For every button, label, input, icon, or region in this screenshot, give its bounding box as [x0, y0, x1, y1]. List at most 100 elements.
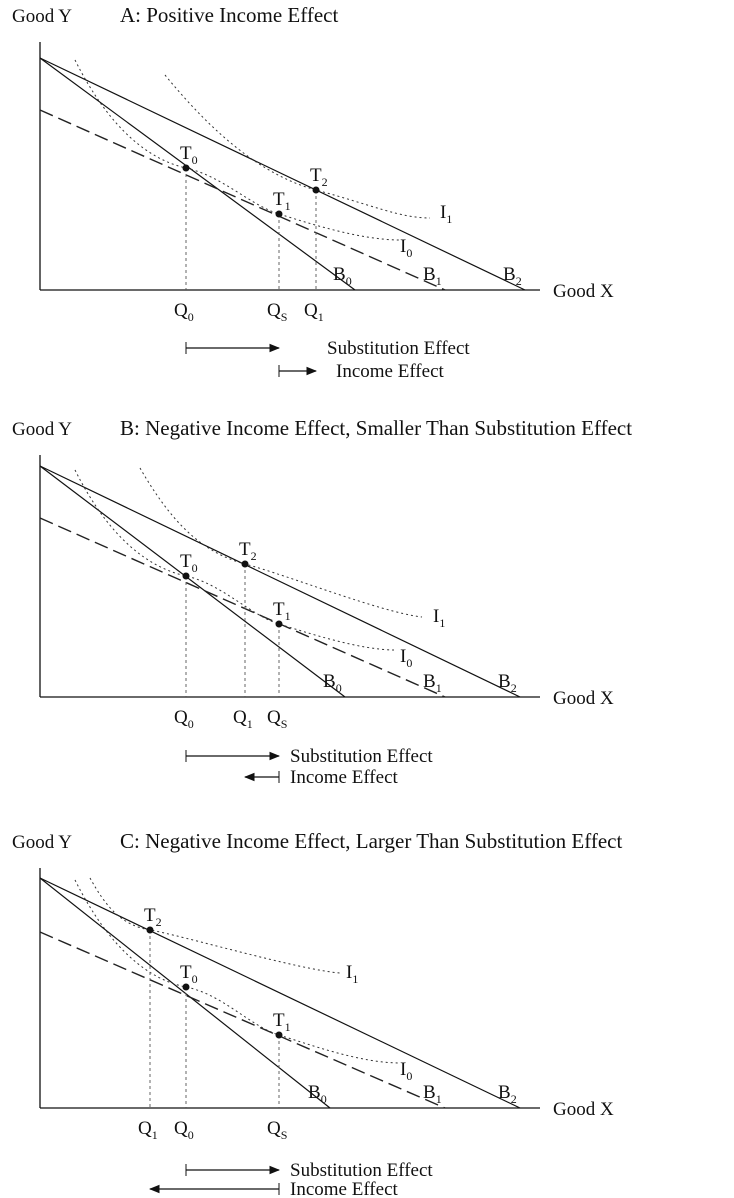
budget-line	[39, 109, 446, 291]
effect-label: Substitution Effect	[327, 338, 470, 359]
quantity-label: Q1	[138, 1118, 158, 1142]
curve-label: I1	[440, 202, 452, 226]
indifference-curve	[74, 469, 396, 651]
budget-line	[39, 57, 526, 291]
curve-label-main: I	[440, 202, 446, 223]
budget-label: B2	[498, 671, 517, 695]
tangency-point	[146, 926, 154, 934]
quantity-label-main: Q	[233, 707, 247, 728]
point-label-sub: 2	[251, 549, 257, 563]
effect-label: Substitution Effect	[290, 746, 433, 767]
point-label-main: T	[180, 143, 192, 164]
budget-label-sub: 0	[346, 274, 352, 288]
curve-label-main: I	[400, 236, 406, 257]
indifference-curve	[89, 877, 341, 974]
curve-label-sub: 1	[439, 616, 445, 630]
point-label-main: T	[273, 189, 285, 210]
quantity-label: QS	[267, 1118, 287, 1142]
quantity-label-sub: S	[281, 1128, 288, 1142]
budget-line	[39, 877, 521, 1109]
quantity-label-main: Q	[174, 300, 188, 321]
budget-label: B2	[503, 264, 522, 288]
budget-line	[39, 517, 446, 698]
budget-label: B1	[423, 1082, 442, 1106]
budget-label: B1	[423, 264, 442, 288]
quantity-label-sub: 0	[188, 310, 194, 324]
budget-label-main: B	[308, 1082, 321, 1103]
budget-label-main: B	[503, 264, 516, 285]
point-label: T0	[180, 962, 198, 986]
point-label-sub: 1	[285, 609, 291, 623]
curve-label-sub: 1	[446, 212, 452, 226]
indifference-curve	[139, 467, 423, 618]
effect-label: Income Effect	[290, 1179, 399, 1198]
y-axis-label: Good Y	[12, 832, 72, 853]
budget-line	[39, 465, 521, 698]
point-label: T2	[144, 905, 162, 929]
quantity-label-sub: 1	[247, 717, 253, 731]
budget-label-sub: 2	[511, 1092, 517, 1106]
curve-label-sub: 0	[406, 1069, 412, 1083]
panel-title: C: Negative Income Effect, Larger Than S…	[120, 829, 622, 853]
quantity-label: QS	[267, 300, 287, 324]
point-label-sub: 1	[285, 1020, 291, 1034]
quantity-label: Q0	[174, 300, 194, 324]
curve-label-sub: 1	[352, 972, 358, 986]
effect-label: Income Effect	[290, 767, 399, 788]
indifference-curve	[74, 59, 401, 241]
effect-label: Income Effect	[336, 361, 445, 382]
budget-label-main: B	[498, 671, 511, 692]
tangency-point	[275, 1031, 283, 1039]
budget-label-sub: 0	[321, 1092, 327, 1106]
quantity-label-sub: 1	[152, 1128, 158, 1142]
curve-label: I1	[346, 962, 358, 986]
point-label-sub: 2	[322, 175, 328, 189]
budget-line	[39, 57, 356, 291]
point-label: T2	[239, 539, 257, 563]
quantity-label-main: Q	[267, 707, 281, 728]
curve-label: I1	[433, 606, 445, 630]
budget-label: B0	[323, 671, 342, 695]
budget-label-sub: 1	[436, 681, 442, 695]
budget-label: B0	[333, 264, 352, 288]
point-label: T2	[310, 165, 328, 189]
quantity-label-sub: S	[281, 717, 288, 731]
point-label-main: T	[273, 1010, 285, 1031]
quantity-label-sub: 0	[188, 1128, 194, 1142]
budget-label-main: B	[423, 671, 436, 692]
budget-label-main: B	[423, 1082, 436, 1103]
tangency-point	[182, 572, 190, 580]
x-axis-label: Good X	[553, 688, 614, 709]
budget-label-sub: 1	[436, 1092, 442, 1106]
quantity-label: Q1	[304, 300, 324, 324]
tangency-point	[241, 560, 249, 568]
quantity-label: Q1	[233, 707, 253, 731]
budget-label: B2	[498, 1082, 517, 1106]
curve-label-main: I	[433, 606, 439, 627]
point-label-sub: 2	[156, 915, 162, 929]
curve-label-main: I	[346, 962, 352, 983]
quantity-label-sub: 1	[318, 310, 324, 324]
point-label-main: T	[273, 599, 285, 620]
budget-label-sub: 1	[436, 274, 442, 288]
tangency-point	[275, 210, 283, 218]
point-label-main: T	[180, 962, 192, 983]
point-label-sub: 0	[192, 972, 198, 986]
effect-label: Substitution Effect	[290, 1160, 433, 1181]
quantity-label: Q0	[174, 707, 194, 731]
quantity-label-main: Q	[174, 1118, 188, 1139]
point-label-sub: 0	[192, 153, 198, 167]
x-axis-label: Good X	[553, 281, 614, 302]
tangency-point	[182, 983, 190, 991]
point-label-main: T	[310, 165, 322, 186]
quantity-label-main: Q	[174, 707, 188, 728]
point-label: T1	[273, 1010, 291, 1034]
quantity-label-sub: 0	[188, 717, 194, 731]
y-axis-label: Good Y	[12, 419, 72, 440]
curve-label-sub: 0	[406, 656, 412, 670]
point-label-sub: 0	[192, 561, 198, 575]
quantity-label-sub: S	[281, 310, 288, 324]
panel-title: B: Negative Income Effect, Smaller Than …	[120, 416, 632, 440]
point-label-main: T	[144, 905, 156, 926]
